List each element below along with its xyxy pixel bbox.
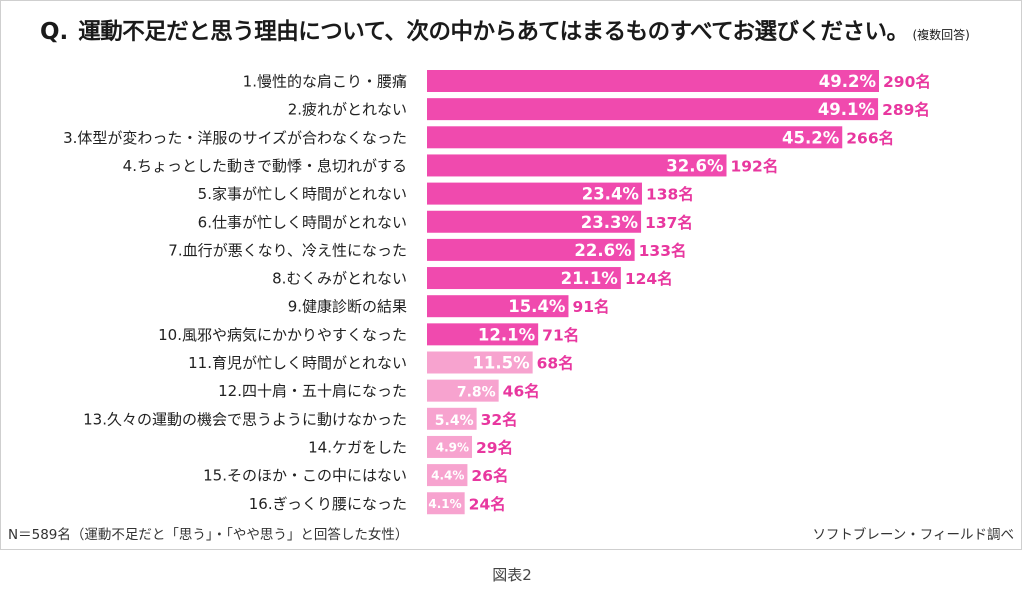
- category-label-1: 1.慢性的な肩こり・腰痛: [243, 73, 407, 91]
- percent-label-11: 11.5%: [472, 354, 530, 373]
- category-label-15: 15.そのほか・この中にはない: [203, 467, 407, 485]
- count-label-9: 91名: [572, 297, 609, 316]
- category-label-10: 10.風邪や病気にかかりやすくなった: [158, 326, 407, 344]
- category-label-13: 13.久々の運動の機会で思うように動けなかった: [83, 410, 407, 428]
- bar-14: [427, 435, 473, 458]
- count-label-5: 138名: [646, 185, 694, 204]
- category-label-16: 16.ぎっくり腰になった: [249, 495, 407, 513]
- bar-8: [427, 267, 621, 290]
- figure-caption: 図表2: [492, 566, 532, 584]
- bar-5: [427, 182, 642, 205]
- percent-label-13: 5.4%: [435, 413, 474, 429]
- category-label-8: 8.むくみがとれない: [272, 270, 407, 288]
- percent-label-10: 12.1%: [478, 325, 536, 344]
- category-label-11: 11.育児が忙しく時間がとれない: [188, 354, 407, 372]
- count-label-4: 192名: [730, 156, 778, 175]
- chart-title: Q. 運動不足だと思う理由について、次の中からあてはまるものすべてお選びください。…: [40, 14, 1015, 54]
- category-label-14: 14.ケガをした: [308, 438, 407, 456]
- count-label-7: 133名: [639, 241, 687, 260]
- category-label-5: 5.家事が忙しく時間がとれない: [198, 185, 407, 203]
- bar-2: [427, 98, 879, 121]
- bar-11: [427, 351, 533, 374]
- bar-12: [427, 379, 499, 402]
- percent-label-7: 22.6%: [574, 241, 632, 260]
- percent-label-2: 49.1%: [818, 100, 876, 119]
- percent-label-4: 32.6%: [666, 156, 724, 175]
- count-label-16: 24名: [469, 494, 506, 513]
- category-label-12: 12.四十肩・五十肩になった: [218, 382, 407, 400]
- count-label-15: 26名: [471, 466, 508, 485]
- percent-label-12: 7.8%: [457, 385, 496, 401]
- bar-16: [427, 492, 465, 515]
- category-label-9: 9.健康診断の結果: [288, 298, 407, 316]
- percent-label-1: 49.2%: [819, 72, 877, 91]
- category-label-4: 4.ちょっとした動きで動悸・息切れがする: [123, 157, 407, 175]
- count-label-14: 29名: [476, 438, 513, 457]
- bar-1: [427, 70, 879, 92]
- percent-label-8: 21.1%: [561, 269, 619, 288]
- category-label-7: 7.血行が悪くなり、冷え性になった: [168, 241, 407, 259]
- count-label-1: 290名: [883, 72, 931, 91]
- bar-9: [427, 295, 569, 318]
- bar-13: [427, 407, 477, 430]
- count-label-2: 289名: [882, 100, 930, 119]
- bar-chart: 1.慢性的な肩こり・腰痛 49.2% 290名 2.疲れがとれない 49.1% 289名 3…: [63, 70, 931, 515]
- bar-4: [427, 154, 727, 177]
- answer-type-note: (複数回答): [912, 28, 970, 42]
- bar-15: [427, 464, 468, 487]
- count-label-11: 68名: [537, 354, 574, 373]
- category-label-3: 3.体型が変わった・洋服のサイズが合わなくなった: [63, 129, 407, 147]
- percent-label-6: 23.3%: [581, 213, 639, 232]
- count-label-12: 46名: [503, 382, 540, 401]
- count-label-10: 71名: [542, 325, 579, 344]
- bar-10: [427, 323, 539, 346]
- count-label-8: 124名: [625, 269, 673, 288]
- percent-label-9: 15.4%: [508, 297, 566, 316]
- percent-label-14: 4.9%: [436, 440, 469, 454]
- category-label-2: 2.疲れがとれない: [288, 101, 407, 119]
- count-label-13: 32名: [481, 410, 518, 429]
- percent-label-15: 4.4%: [431, 469, 464, 483]
- question-label: Q.: [40, 19, 69, 45]
- count-label-6: 137名: [645, 213, 693, 232]
- sample-size-note: N＝589名（運動不足だと「思う」・「やや思う」と回答した女性）: [8, 527, 409, 543]
- count-label-3: 266名: [846, 128, 894, 147]
- percent-label-5: 23.4%: [582, 185, 640, 204]
- bar-7: [427, 238, 635, 261]
- category-label-6: 6.仕事が忙しく時間がとれない: [198, 213, 407, 231]
- question-text: 運動不足だと思う理由について、次の中からあてはまるものすべてお選びください。: [78, 19, 909, 45]
- percent-label-16: 4.1%: [428, 497, 461, 511]
- source-credit: ソフトブレーン・フィールド調べ: [812, 527, 1014, 543]
- bar-3: [427, 126, 843, 149]
- bar-6: [427, 210, 642, 233]
- percent-label-3: 45.2%: [782, 128, 840, 147]
